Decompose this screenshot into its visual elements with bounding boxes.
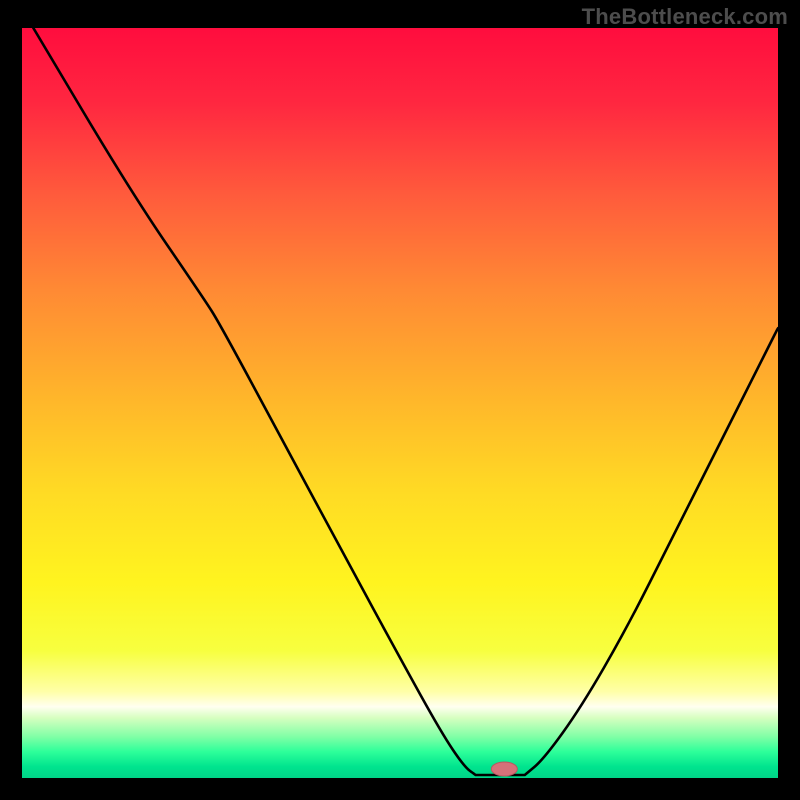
plot-area	[22, 28, 778, 778]
gradient-background	[22, 28, 778, 778]
watermark-text: TheBottleneck.com	[582, 4, 788, 30]
outer-frame: TheBottleneck.com	[0, 0, 800, 800]
optimum-marker	[491, 762, 517, 776]
bottleneck-chart	[22, 28, 778, 778]
